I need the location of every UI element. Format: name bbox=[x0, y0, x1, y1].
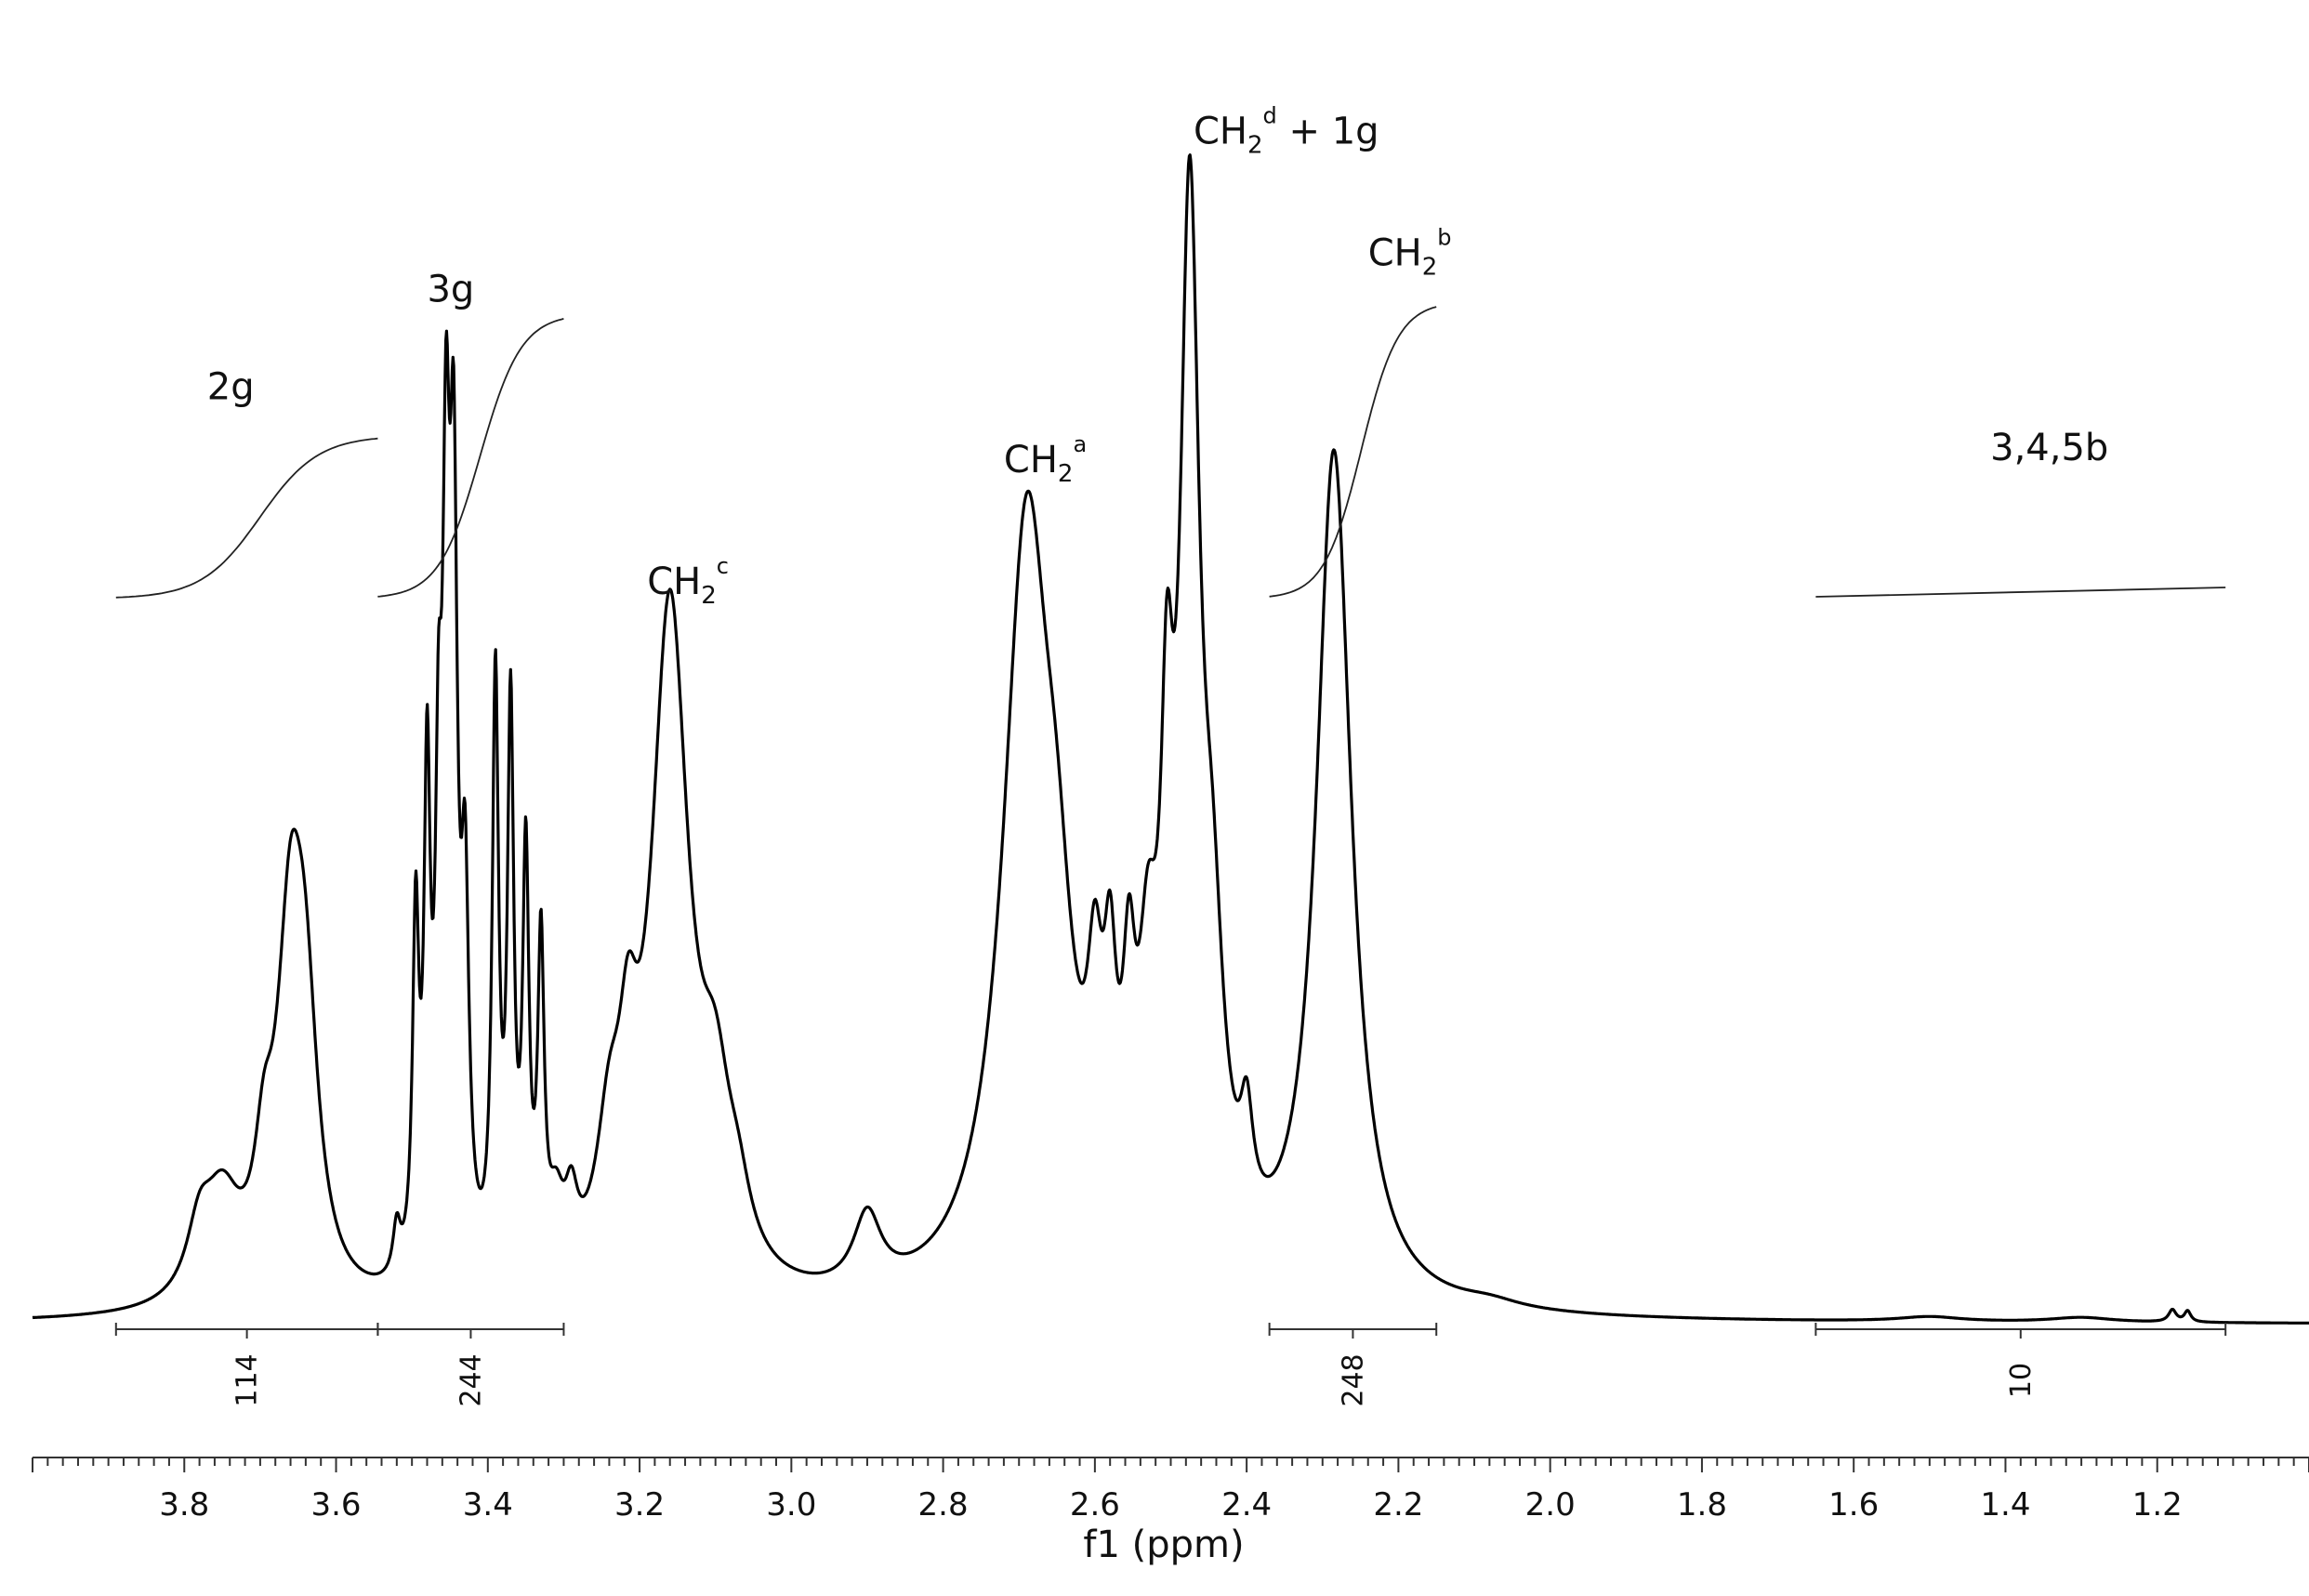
spectrum-line bbox=[32, 153, 2309, 1325]
peak-label-ch2c: CH2c bbox=[647, 553, 729, 610]
integral-244: 244 bbox=[376, 318, 565, 1407]
integral-value-label: 244 bbox=[455, 1353, 487, 1406]
x-tick-label: 2.8 bbox=[918, 1486, 969, 1523]
x-tick-label: 1.2 bbox=[2132, 1486, 2183, 1523]
integral-curve bbox=[1269, 306, 1437, 598]
x-tick-label: 3.2 bbox=[614, 1486, 665, 1523]
integral-curve bbox=[377, 318, 564, 598]
integral-curve bbox=[1815, 587, 2226, 598]
peak-label-2g: 2g bbox=[207, 365, 255, 408]
integral-curve bbox=[115, 437, 378, 599]
x-axis: 3.8 3.6 3.4 3.2 3.0 2.8 2.6 2.4 2.2 2.0 1.8 1.6 1.4 1… bbox=[32, 1457, 2309, 1566]
x-tick-label: 2.6 bbox=[1070, 1486, 1120, 1523]
peak-label-ch2d: CH2d + 1g bbox=[1194, 102, 1379, 159]
annotation-layer: 2g 3g CH2c CH2a CH2d + 1g CH2b 3,4,5b bbox=[207, 102, 2109, 610]
x-tick-label: 1.6 bbox=[1828, 1486, 1879, 1523]
integral-value-label: 10 bbox=[2005, 1363, 2038, 1398]
spectrum-layer bbox=[32, 153, 2309, 1325]
integral-value-label: 114 bbox=[231, 1353, 264, 1406]
integral-value-label: 248 bbox=[1337, 1353, 1369, 1406]
x-tick-label: 3.6 bbox=[310, 1486, 361, 1523]
integral-10: 10 bbox=[1814, 587, 2227, 1398]
peak-label-ch2b: CH2b bbox=[1368, 224, 1452, 281]
integral-248: 248 bbox=[1268, 306, 1438, 1407]
x-tick-label: 3.8 bbox=[159, 1486, 209, 1523]
integral-layer: 114 244 248 10 bbox=[114, 306, 2227, 1407]
x-tick-label: 2.2 bbox=[1373, 1486, 1423, 1523]
integral-114: 114 bbox=[114, 437, 379, 1407]
x-tick-label: 3.4 bbox=[463, 1486, 513, 1523]
peak-label-3g: 3g bbox=[427, 269, 474, 311]
x-tick-label: 1.4 bbox=[1980, 1486, 2030, 1523]
x-tick-label: 3.0 bbox=[766, 1486, 816, 1523]
peak-label-345b: 3,4,5b bbox=[1990, 427, 2108, 469]
x-axis-ticks: 3.8 3.6 3.4 3.2 3.0 2.8 2.6 2.4 2.2 2.0 1.8 1.6 1.4 1… bbox=[32, 1458, 2309, 1523]
peak-label-ch2a: CH2a bbox=[1004, 431, 1087, 488]
x-axis-label: f1 (ppm) bbox=[1083, 1523, 1244, 1566]
x-tick-label: 1.8 bbox=[1677, 1486, 1727, 1523]
x-tick-label: 2.4 bbox=[1221, 1486, 1272, 1523]
x-tick-label: 2.0 bbox=[1525, 1486, 1576, 1523]
